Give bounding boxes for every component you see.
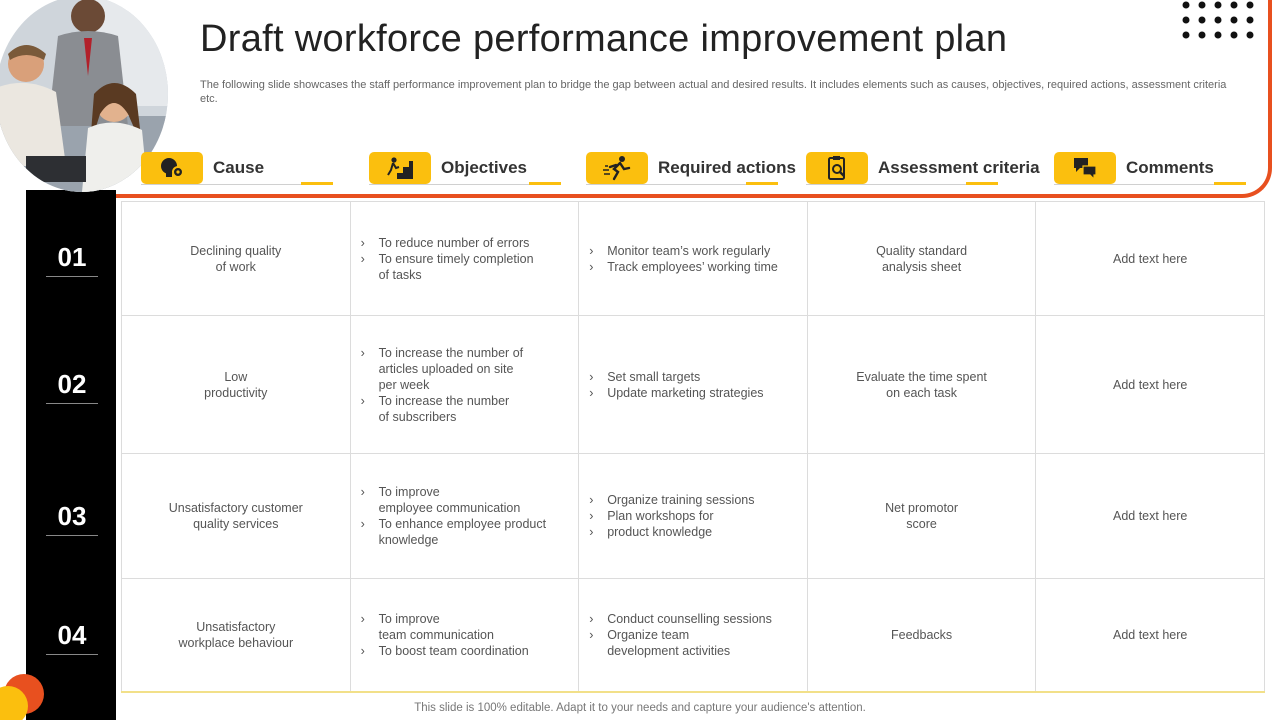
comment-cell[interactable]: Add text here xyxy=(1035,453,1265,579)
cause-cell: Low productivity xyxy=(121,315,351,454)
header-cause: Cause xyxy=(141,152,333,186)
cause-cell: Unsatisfactory customer quality services xyxy=(121,453,351,579)
header-label: Assessment criteria xyxy=(878,158,1040,177)
list-item: To boost team coordination xyxy=(359,643,567,659)
footer-note: This slide is 100% editable. Adapt it to… xyxy=(414,702,866,714)
running-person-icon xyxy=(586,152,648,184)
actions-cell: Conduct counselling sessions Organize te… xyxy=(578,578,808,692)
list-item: Plan workshops for xyxy=(587,508,795,524)
header-label: Cause xyxy=(213,158,265,177)
left-black-bar xyxy=(26,190,116,720)
comment-cell[interactable]: Add text here xyxy=(1035,315,1265,454)
header-underline xyxy=(369,184,561,185)
header-underline xyxy=(141,184,333,185)
list-item: To reduce number of errors xyxy=(359,235,567,251)
list-item: Track employees’ working time xyxy=(587,259,795,275)
cause-cell: Declining quality of work xyxy=(121,201,351,316)
list-item: Organize training sessions xyxy=(587,492,795,508)
header-label: Objectives xyxy=(441,158,527,177)
header-label: Comments xyxy=(1126,158,1214,177)
header-accent xyxy=(966,182,998,185)
list-item: Update marketing strategies xyxy=(587,385,795,401)
page-title: Draft workforce performance improvement … xyxy=(200,18,1008,60)
assessment-cell: Quality standard analysis sheet xyxy=(806,201,1037,316)
comment-cell[interactable]: Add text here xyxy=(1035,578,1265,692)
actions-cell: Organize training sessions Plan workshop… xyxy=(578,453,808,579)
decorative-dots xyxy=(1178,0,1258,42)
row-number: 01 xyxy=(46,242,98,277)
row-number: 02 xyxy=(46,369,98,404)
header-assessment-criteria: Assessment criteria xyxy=(806,152,1040,186)
list-item: Set small targets xyxy=(587,369,795,385)
assessment-cell: Evaluate the time spent on each task xyxy=(806,315,1037,454)
decorative-circles xyxy=(0,672,50,720)
list-item: product knowledge xyxy=(587,524,795,540)
chat-bubbles-icon xyxy=(1054,152,1116,184)
header-comments: Comments xyxy=(1054,152,1246,186)
header-accent xyxy=(1214,182,1246,185)
row-number: 04 xyxy=(46,620,98,655)
clipboard-magnifier-icon xyxy=(806,152,868,184)
table-row: Unsatisfactory customer quality services … xyxy=(121,453,1265,579)
header-underline xyxy=(1054,184,1246,185)
header-required-actions: Required actions xyxy=(586,152,796,186)
header-label: Required actions xyxy=(658,158,796,177)
header-accent xyxy=(301,182,333,185)
list-item: Monitor team’s work regularly xyxy=(587,243,795,259)
header-accent xyxy=(529,182,561,185)
assessment-cell: Net promotor score xyxy=(806,453,1037,579)
actions-cell: Set small targets Update marketing strat… xyxy=(578,315,808,454)
header-underline xyxy=(806,184,998,185)
actions-cell: Monitor team’s work regularly Track empl… xyxy=(578,201,808,316)
cause-cell: Unsatisfactory workplace behaviour xyxy=(121,578,351,692)
lightbulb-gear-icon xyxy=(141,152,203,184)
header-accent xyxy=(746,182,778,185)
header-underline xyxy=(586,184,778,185)
header-objectives: Objectives xyxy=(369,152,561,186)
row-number: 03 xyxy=(46,501,98,536)
page-subtitle: The following slide showcases the staff … xyxy=(200,79,1227,105)
comment-cell[interactable]: Add text here xyxy=(1035,201,1265,316)
list-item: Conduct counselling sessions xyxy=(587,611,795,627)
climbing-stairs-icon xyxy=(369,152,431,184)
orange-frame xyxy=(100,0,1272,198)
objectives-cell: To reduce number of errors To ensure tim… xyxy=(349,201,580,316)
assessment-cell: Feedbacks xyxy=(806,578,1037,692)
